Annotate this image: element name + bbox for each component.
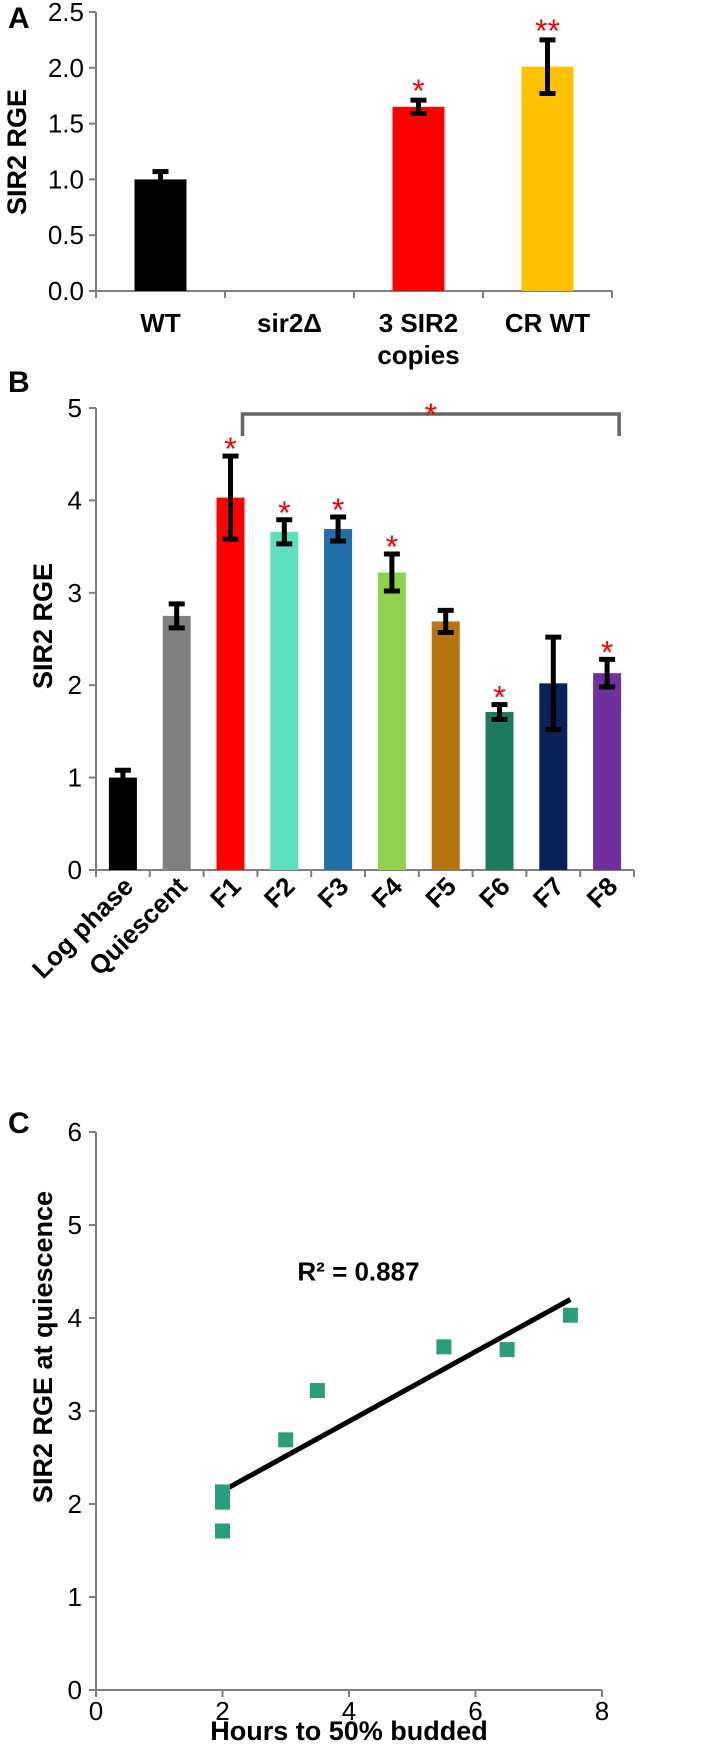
panel-a-category-label: copies xyxy=(377,340,459,370)
panel-c-data-point xyxy=(499,1342,515,1358)
panel-b-significance-bracket xyxy=(240,412,621,436)
panel-c-r-squared-annotation: R² = 0.887 xyxy=(297,1257,419,1287)
panel-b-bar xyxy=(377,572,406,870)
panel-b-significance-star: * xyxy=(601,634,613,670)
panel-c-trendline xyxy=(221,1297,572,1494)
panel-c-y-tick-label: 3 xyxy=(68,1396,82,1426)
panel-b-bar xyxy=(162,615,191,870)
panel-b-y-tick-label: 3 xyxy=(68,578,82,608)
panel-b-bar xyxy=(431,621,460,870)
panel-a-y-tick-label: 2.5 xyxy=(48,0,84,27)
panel-b-y-tick-label: 0 xyxy=(68,855,82,885)
panel-c-y-tick-label: 6 xyxy=(68,1117,82,1147)
panel-a-bar xyxy=(521,66,574,292)
panel-b-significance-star: * xyxy=(332,492,344,528)
panel-b-label: B xyxy=(8,366,30,399)
panel-c-y-axis-label: SIR2 RGE at quiescence xyxy=(28,1191,58,1503)
panel-b-y-tick-label: 2 xyxy=(68,670,82,700)
panel-a-y-tick-label: 0.5 xyxy=(48,220,84,250)
panel-c-x-tick-label: 2 xyxy=(215,1696,229,1726)
panel-b-bar xyxy=(108,777,137,870)
panel-a-bar xyxy=(392,106,445,291)
panel-c-x-tick-label: 0 xyxy=(89,1696,103,1726)
panel-c-data-point xyxy=(436,1339,452,1355)
panel-c-data-point xyxy=(309,1383,325,1399)
panel-b-bar xyxy=(485,711,514,870)
panel-c-data-point xyxy=(215,1523,230,1539)
panel-a-category-label: WT xyxy=(140,308,181,338)
panel-c-label: C xyxy=(8,1107,30,1140)
panel-b-y-tick-label: 4 xyxy=(68,485,82,515)
panel-a-category-label: 3 SIR2 xyxy=(379,308,459,338)
panel-a-y-tick-label: 1.5 xyxy=(48,109,84,139)
panel-b-category-label: F3 xyxy=(312,871,355,914)
panel-b-significance-star: * xyxy=(493,680,505,716)
panel-b-category-label: F1 xyxy=(204,871,247,914)
panel-b-significance-star: * xyxy=(386,529,398,565)
panel-b-y-tick-label: 5 xyxy=(68,393,82,423)
panel-b-bar xyxy=(324,529,353,870)
panel-a-category-label: CR WT xyxy=(505,308,590,338)
panel-b-category-label: F5 xyxy=(419,871,462,914)
panel-c-data-point xyxy=(562,1307,578,1323)
panel-b-bar xyxy=(216,497,245,870)
panel-c-y-tick-label: 5 xyxy=(68,1210,82,1240)
panel-b-significance-star: * xyxy=(224,431,236,467)
panel-a-category-label: sir2Δ xyxy=(257,308,322,338)
panel-b-category-label: F7 xyxy=(527,871,570,914)
panel-b-bar xyxy=(270,531,299,870)
panel-b-category-label: F4 xyxy=(365,871,408,914)
panel-b-y-tick-label: 1 xyxy=(68,763,82,793)
panel-a-y-tick-label: 0.0 xyxy=(48,276,84,306)
panel-b-significance-star: * xyxy=(278,495,290,531)
panel-c-y-tick-label: 4 xyxy=(68,1303,82,1333)
panel-c-x-tick-label: 6 xyxy=(468,1696,482,1726)
panel-b-category-label: F8 xyxy=(581,871,624,914)
panel-a-bar xyxy=(134,179,187,291)
panel-b-bracket-star: * xyxy=(425,397,437,433)
panel-a-chart: A SIR2 RGE 0.0 0.5 1.0 1.5 2.0 2.5 WT sir2Δ * 3 S… xyxy=(2,0,613,370)
panel-b-category-label: F6 xyxy=(473,871,516,914)
panel-a-y-axis-label: SIR2 RGE xyxy=(2,89,32,215)
panel-c-x-axis-label: Hours to 50% budded xyxy=(210,1716,488,1746)
panel-a-y-tick-label: 1.0 xyxy=(48,164,84,194)
panel-c-y-tick-label: 0 xyxy=(68,1675,82,1705)
panel-c-data-point xyxy=(215,1484,230,1500)
panel-a-label: A xyxy=(8,2,30,35)
panel-b-category-label: F2 xyxy=(258,871,301,914)
panel-c-x-tick-label: 8 xyxy=(595,1696,609,1726)
panel-c-chart: C SIR2 RGE at quiescence Hours to 50% bu… xyxy=(8,1107,609,1746)
panel-b-y-axis-label: SIR2 RGE xyxy=(28,563,58,689)
panel-c-x-tick-label: 4 xyxy=(342,1696,356,1726)
panel-c-y-tick-label: 2 xyxy=(68,1489,82,1519)
panel-a-significance-star: * xyxy=(412,73,424,109)
panel-a-y-tick-label: 2.0 xyxy=(48,53,84,83)
panel-c-data-point xyxy=(278,1432,294,1448)
panel-a-significance-star: ** xyxy=(535,13,560,49)
panel-c-y-tick-label: 1 xyxy=(68,1582,82,1612)
panel-b-bar xyxy=(593,673,622,870)
